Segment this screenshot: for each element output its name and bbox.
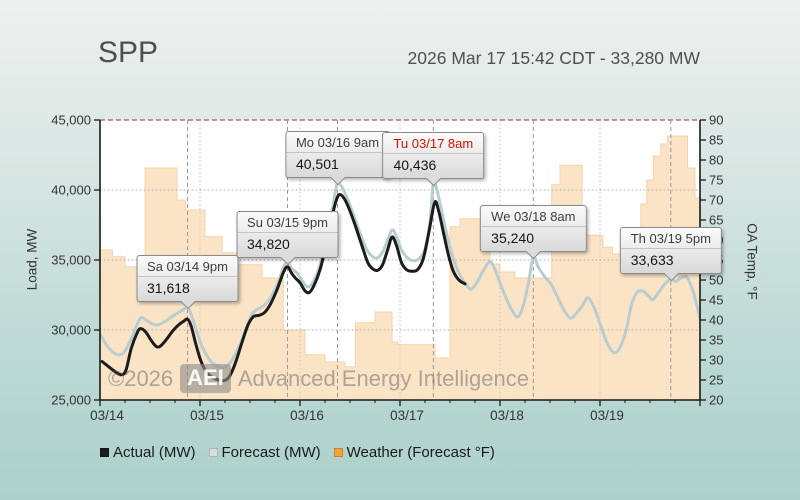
peak-callout-value: 34,820	[247, 235, 290, 252]
svg-text:50: 50	[709, 273, 723, 288]
svg-text:75: 75	[709, 173, 723, 188]
svg-text:90: 90	[709, 113, 723, 128]
svg-text:03/15: 03/15	[190, 408, 224, 423]
legend-item-weather[interactable]: Weather (Forecast °F)	[333, 444, 495, 461]
forecast-swatch-icon	[208, 448, 218, 457]
peak-callout: Tu 03/17 8am 40,436	[382, 131, 485, 187]
peak-callout-title: Tu 03/17 8am	[383, 133, 484, 154]
svg-text:65: 65	[709, 213, 723, 228]
peak-callout-value: 40,501	[295, 155, 339, 172]
svg-text:35: 35	[709, 333, 723, 348]
svg-text:25,000: 25,000	[51, 393, 91, 408]
peak-callout-value: 31,618	[147, 280, 190, 297]
svg-text:40: 40	[709, 313, 723, 328]
peak-callout: Su 03/15 9pm 34,820	[236, 210, 339, 265]
svg-text:85: 85	[709, 133, 723, 148]
svg-text:20: 20	[709, 393, 723, 408]
svg-text:03/14: 03/14	[90, 408, 124, 423]
temp-axis-title: OA Temp, °F	[744, 223, 760, 300]
peak-callout: We 03/18 8am 35,240	[480, 204, 587, 259]
header-timestamp: 2026 Mar 17 15:42 CDT - 33,280 MW	[407, 48, 700, 68]
svg-text:03/16: 03/16	[290, 408, 324, 423]
svg-text:25: 25	[709, 373, 723, 388]
svg-text:03/18: 03/18	[490, 408, 524, 423]
svg-text:30: 30	[709, 353, 723, 368]
actual-swatch-icon	[100, 448, 109, 457]
weather-swatch-icon	[333, 448, 343, 457]
svg-text:45: 45	[709, 293, 723, 308]
legend-label: Weather (Forecast °F)	[346, 444, 495, 461]
legend-item-forecast[interactable]: Forecast (MW)	[208, 444, 321, 461]
peak-callout-title: Sa 03/14 9pm	[137, 256, 238, 278]
forecast-line	[98, 180, 702, 370]
svg-text:03/19: 03/19	[590, 408, 624, 423]
svg-text:80: 80	[709, 153, 723, 168]
weather-area	[99, 135, 701, 401]
svg-text:30,000: 30,000	[51, 323, 91, 338]
peak-callout-value: 35,240	[491, 229, 534, 246]
svg-text:70: 70	[709, 193, 723, 208]
svg-text:35,000: 35,000	[51, 253, 91, 268]
legend-item-actual[interactable]: Actual (MW)	[100, 444, 196, 461]
peak-callout-title: Su 03/15 9pm	[237, 212, 338, 233]
peak-callout-title: Mo 03/16 9am	[285, 132, 390, 153]
load-axis-title: Load, MW	[24, 228, 40, 291]
peak-callout-value: 33,633	[630, 252, 674, 269]
peak-callout: Mo 03/16 9am 40,501	[284, 130, 391, 186]
legend-label: Actual (MW)	[113, 444, 196, 461]
peak-callout: Th 03/19 5pm 33,633	[619, 227, 722, 282]
svg-text:45,000: 45,000	[51, 113, 91, 128]
svg-text:40,000: 40,000	[51, 183, 91, 198]
chart-legend: Actual (MW) Forecast (MW) Weather (Forec…	[100, 444, 495, 461]
legend-label: Forecast (MW)	[221, 444, 321, 461]
actual-line	[100, 192, 467, 383]
peak-callout-title: Th 03/19 5pm	[620, 228, 721, 250]
page-title: SPP	[98, 36, 159, 69]
peak-callout-value: 40,436	[393, 156, 437, 173]
svg-text:03/17: 03/17	[390, 408, 424, 423]
peak-callout: Sa 03/14 9pm 31,618	[136, 255, 239, 310]
peak-callout-title: We 03/18 8am	[481, 206, 586, 227]
